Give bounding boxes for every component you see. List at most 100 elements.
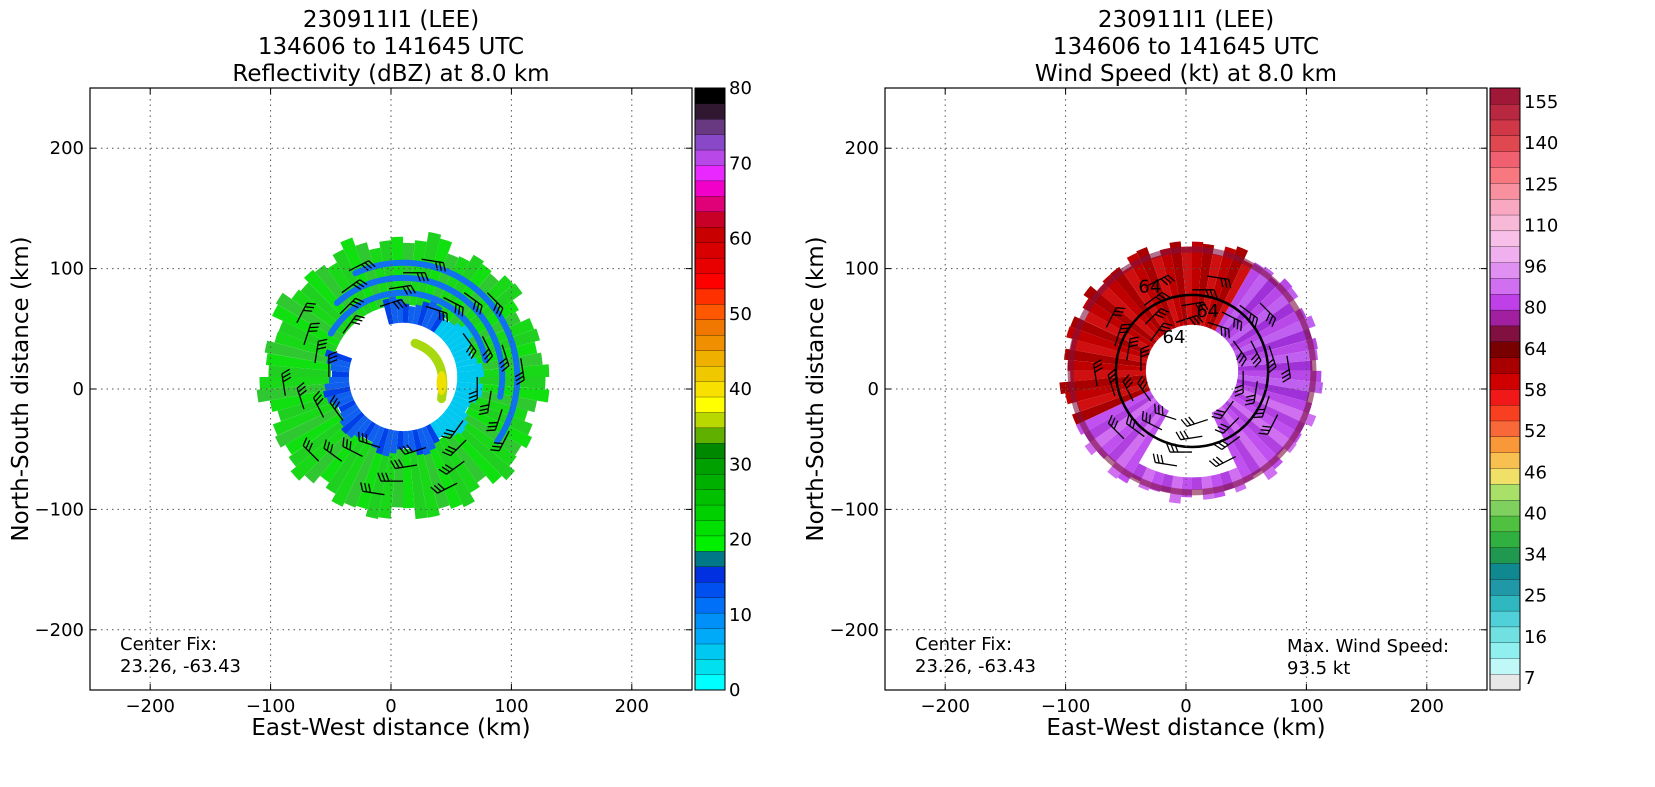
colorbar-segment (1489, 309, 1521, 327)
echo-cell (291, 289, 348, 336)
colorbar-segment (694, 242, 726, 259)
echo-cell (290, 423, 352, 481)
colorbar-segment (1489, 563, 1521, 580)
wind-cell (1232, 390, 1306, 434)
wind-barb (1250, 340, 1262, 368)
echo-cell (441, 322, 462, 343)
wind-barb (478, 390, 492, 416)
colorbar-segment (1489, 214, 1521, 232)
wind-barb (1141, 410, 1163, 431)
colorbar-tick-label: 20 (729, 530, 752, 551)
wind-cell (1097, 283, 1160, 342)
colorbar-segment (1489, 594, 1521, 612)
wind-barb (1181, 301, 1209, 312)
echo-cell (339, 404, 359, 419)
colorbar-segment (1489, 135, 1521, 152)
x-tick-label: 0 (385, 696, 396, 717)
echo-cell (462, 413, 522, 456)
echo-cell (325, 436, 367, 494)
colorbar-segment (694, 87, 726, 104)
wind-barb (1143, 291, 1171, 306)
echo-cell (314, 264, 362, 322)
wind-barb (1126, 336, 1140, 361)
wind-barb (425, 305, 449, 323)
echo-cell (344, 442, 379, 508)
echo-cell (447, 404, 468, 420)
wind-barb (430, 482, 458, 494)
wind-barb (1140, 345, 1150, 371)
colorbar-segment (694, 473, 726, 490)
colorbar-segment (1489, 167, 1521, 184)
wind-cell (1228, 467, 1247, 493)
colorbar-segment (1489, 182, 1521, 200)
echo-cell (382, 429, 394, 457)
x-tick-label: 200 (615, 696, 649, 717)
colorbar-segment (1489, 119, 1521, 136)
wind-barb (1148, 274, 1176, 286)
colorbar-segment (1489, 262, 1521, 279)
wind-barb (1180, 416, 1209, 427)
wind-cell (1122, 266, 1169, 334)
wind-barb (360, 482, 385, 496)
wind-barb (403, 272, 429, 282)
echo-cell (457, 369, 485, 377)
echo-cell (396, 430, 403, 450)
wind-barb (328, 351, 338, 377)
wind-cell (1076, 382, 1149, 412)
y-axis-label: North-South distance (km) (803, 236, 829, 541)
wind-barb (1232, 340, 1247, 367)
contour-label: 64 (1163, 327, 1186, 348)
center-fix-label: 23.26, -63.43 (120, 656, 241, 677)
echo-cell (361, 421, 376, 439)
y-tick-label: 200 (845, 138, 879, 159)
colorbar-segment (694, 597, 726, 614)
wind-barb (1166, 443, 1193, 453)
x-tick-label: 200 (1410, 696, 1444, 717)
echo-cell (450, 399, 468, 413)
echo-cell (288, 418, 348, 467)
panel-1: 230911I1 (LEE)134606 to 141645 UTCReflec… (8, 7, 752, 741)
colorbar-tick-label: 155 (1524, 92, 1558, 113)
wind-cell (1229, 302, 1295, 348)
echo-cell (403, 448, 415, 509)
echo-cell (415, 231, 442, 308)
echo-cell (390, 236, 403, 306)
wind-barb (1259, 302, 1277, 328)
wind-barb (342, 437, 363, 457)
wind-cell (1235, 328, 1312, 359)
wind-cell (1229, 394, 1302, 444)
wind-cell (1067, 360, 1147, 371)
wind-barb (1144, 308, 1170, 325)
wind-cell (1096, 400, 1160, 459)
echo-cell (417, 427, 431, 456)
center-fix-label: Center Fix: (915, 634, 1012, 655)
wind-barb (1266, 345, 1277, 373)
wind-cell (1233, 315, 1316, 356)
wind-barb (486, 292, 504, 317)
echo-cell (256, 383, 332, 403)
wind-barb (388, 284, 416, 295)
x-tick-label: 100 (494, 696, 528, 717)
plot-area (256, 231, 550, 520)
colorbar-tick-label: 10 (729, 605, 752, 626)
colorbar-segment (694, 288, 726, 305)
echo-cell (470, 328, 540, 359)
colorbar-segment (1489, 499, 1521, 517)
wind-cell (1082, 298, 1155, 348)
echo-cell (407, 306, 416, 324)
wind-cell (1064, 348, 1147, 367)
echo-cell (285, 413, 344, 455)
echo-cell (444, 432, 486, 483)
wind-barb (323, 439, 343, 462)
wind-barb (296, 382, 307, 410)
colorbar-segment (1489, 483, 1521, 501)
x-tick-label: −200 (920, 696, 969, 717)
echo-cell (355, 242, 385, 310)
echo-cell (379, 240, 397, 306)
colorbar-segment (694, 612, 726, 629)
y-tick-label: 100 (50, 259, 84, 280)
wind-barb (481, 336, 494, 364)
colorbar-segment (1489, 87, 1521, 105)
